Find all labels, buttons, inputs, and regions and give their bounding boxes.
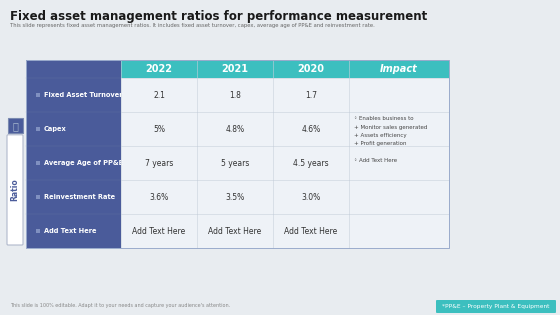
FancyBboxPatch shape — [36, 229, 40, 233]
FancyBboxPatch shape — [36, 93, 40, 97]
Text: 4.5 years: 4.5 years — [293, 158, 329, 168]
Text: Add Text Here: Add Text Here — [208, 226, 262, 236]
Text: This slide represents fixed asset management ratios. It includes fixed asset tur: This slide represents fixed asset manage… — [10, 23, 375, 28]
Text: Reinvestment Rate: Reinvestment Rate — [44, 194, 115, 200]
FancyBboxPatch shape — [349, 112, 449, 146]
FancyBboxPatch shape — [197, 214, 273, 248]
FancyBboxPatch shape — [26, 214, 121, 248]
FancyBboxPatch shape — [121, 112, 197, 146]
FancyBboxPatch shape — [349, 60, 449, 78]
Text: 2.1: 2.1 — [153, 90, 165, 100]
FancyBboxPatch shape — [197, 180, 273, 214]
Text: 1.7: 1.7 — [305, 90, 317, 100]
Text: ⤢: ⤢ — [12, 121, 18, 131]
FancyBboxPatch shape — [273, 60, 349, 78]
FancyBboxPatch shape — [26, 180, 121, 214]
Text: Average Age of PP&E: Average Age of PP&E — [44, 160, 123, 166]
FancyBboxPatch shape — [36, 127, 40, 131]
FancyBboxPatch shape — [273, 112, 349, 146]
FancyBboxPatch shape — [197, 78, 273, 112]
Text: 3.6%: 3.6% — [150, 192, 169, 202]
FancyBboxPatch shape — [197, 146, 273, 180]
Text: 2022: 2022 — [146, 64, 172, 74]
Text: Add Text Here: Add Text Here — [44, 228, 96, 234]
FancyBboxPatch shape — [121, 180, 197, 214]
Text: Impact: Impact — [380, 64, 418, 74]
FancyBboxPatch shape — [349, 78, 449, 112]
FancyBboxPatch shape — [121, 214, 197, 248]
FancyBboxPatch shape — [36, 195, 40, 199]
FancyBboxPatch shape — [436, 300, 556, 313]
FancyBboxPatch shape — [26, 146, 121, 180]
FancyBboxPatch shape — [121, 78, 197, 112]
Text: + Profit generation: + Profit generation — [354, 141, 407, 146]
FancyBboxPatch shape — [349, 214, 449, 248]
Text: Capex: Capex — [44, 126, 67, 132]
Text: Fixed asset management ratios for performance measurement: Fixed asset management ratios for perfor… — [10, 10, 427, 23]
Text: *PP&E – Property Plant & Equipment: *PP&E – Property Plant & Equipment — [442, 304, 550, 309]
Text: 7 years: 7 years — [145, 158, 173, 168]
FancyBboxPatch shape — [349, 146, 449, 180]
FancyBboxPatch shape — [7, 118, 22, 133]
FancyBboxPatch shape — [26, 112, 121, 146]
Text: 4.6%: 4.6% — [301, 124, 321, 134]
FancyBboxPatch shape — [36, 161, 40, 165]
FancyBboxPatch shape — [349, 180, 449, 214]
Text: 2021: 2021 — [222, 64, 249, 74]
Text: ◦ Add Text Here: ◦ Add Text Here — [354, 158, 397, 163]
Text: Ratio: Ratio — [11, 179, 20, 201]
Text: Fixed Asset Turnover: Fixed Asset Turnover — [44, 92, 123, 98]
FancyBboxPatch shape — [273, 78, 349, 112]
FancyBboxPatch shape — [197, 60, 273, 78]
FancyBboxPatch shape — [197, 112, 273, 146]
Text: 5 years: 5 years — [221, 158, 249, 168]
FancyBboxPatch shape — [273, 180, 349, 214]
FancyBboxPatch shape — [273, 146, 349, 180]
FancyBboxPatch shape — [26, 78, 121, 112]
Text: + Monitor sales generated: + Monitor sales generated — [354, 124, 427, 129]
FancyBboxPatch shape — [273, 214, 349, 248]
FancyBboxPatch shape — [26, 60, 121, 78]
Text: ◦ Enables business to: ◦ Enables business to — [354, 116, 414, 121]
FancyBboxPatch shape — [7, 135, 23, 245]
Text: 3.0%: 3.0% — [301, 192, 321, 202]
FancyBboxPatch shape — [121, 60, 197, 78]
FancyBboxPatch shape — [121, 146, 197, 180]
Text: Add Text Here: Add Text Here — [132, 226, 185, 236]
Text: 1.8: 1.8 — [229, 90, 241, 100]
Text: 2020: 2020 — [297, 64, 324, 74]
Text: 3.5%: 3.5% — [225, 192, 245, 202]
Text: 4.8%: 4.8% — [226, 124, 245, 134]
Text: 5%: 5% — [153, 124, 165, 134]
Text: Add Text Here: Add Text Here — [284, 226, 338, 236]
Text: This slide is 100% editable. Adapt it to your needs and capture your audience's : This slide is 100% editable. Adapt it to… — [10, 303, 230, 308]
Text: + Assets efficiency: + Assets efficiency — [354, 133, 407, 138]
